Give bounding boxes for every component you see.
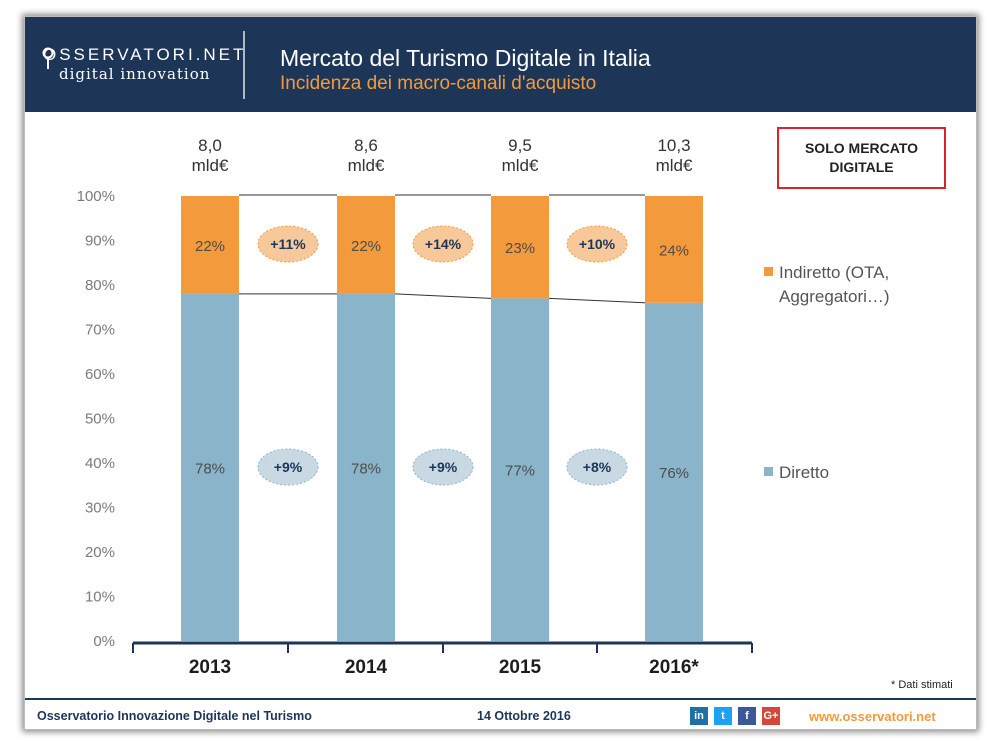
legend-label-indiretto-line2: Aggregatori…) [779, 287, 890, 306]
badge-line-1: SOLO MERCATO [804, 140, 919, 156]
y-tick-label: 10% [85, 589, 115, 606]
header-divider [243, 31, 245, 99]
growth-bubble-indiretto [566, 225, 628, 263]
linkedin-icon[interactable]: in [690, 707, 708, 725]
page-subtitle: Incidenza dei macro-canali d'acquisto [280, 73, 597, 94]
legend-swatch-diretto [764, 467, 773, 476]
total-value-label: 9,5 [508, 136, 532, 155]
growth-bubble-indiretto [257, 225, 319, 263]
data-label-indiretto: 24% [659, 242, 689, 259]
bar-diretto [181, 293, 239, 641]
y-tick-label: 80% [85, 277, 115, 294]
facebook-icon[interactable]: f [738, 707, 756, 725]
growth-label-diretto: +9% [274, 459, 303, 475]
x-category-label: 2015 [499, 657, 542, 678]
badge-line-2: DIGITALE [829, 159, 894, 175]
estimate-note: * Dati stimati [891, 679, 953, 691]
footer-url-link[interactable]: www.osservatori.net [809, 709, 936, 724]
growth-label-diretto: +9% [429, 459, 458, 475]
y-tick-label: 30% [85, 500, 115, 517]
bar-indiretto [645, 196, 703, 303]
x-category-label: 2013 [189, 657, 231, 678]
bar-indiretto [181, 196, 239, 294]
page-title: Mercato del Turismo Digitale in Italia [280, 45, 651, 71]
y-tick-label: 0% [93, 633, 115, 650]
footer-date: 14 Ottobre 2016 [477, 709, 571, 723]
y-tick-label: 40% [85, 455, 115, 472]
total-value-label: 8,0 [198, 136, 222, 155]
y-tick-label: 70% [85, 322, 115, 339]
footer-source: Osservatorio Innovazione Digitale nel Tu… [37, 709, 312, 723]
data-label-indiretto: 22% [195, 238, 225, 255]
y-tick-label: 60% [85, 366, 115, 383]
data-label-indiretto: 22% [351, 238, 381, 255]
growth-bubble-indiretto [412, 225, 474, 263]
data-label-diretto: 77% [505, 463, 535, 480]
data-label-diretto: 78% [351, 460, 381, 477]
x-category-label: 2016* [649, 657, 699, 678]
total-unit-label: mld€ [502, 156, 539, 175]
data-label-diretto: 78% [195, 460, 225, 477]
y-tick-label: 50% [85, 411, 115, 428]
growth-label-indiretto: +14% [425, 236, 462, 252]
total-unit-label: mld€ [192, 156, 229, 175]
data-label-indiretto: 23% [505, 240, 535, 257]
legend-label-indiretto-line1: Indiretto (OTA, [779, 263, 889, 282]
growth-label-indiretto: +11% [270, 236, 306, 252]
connector-line-mid [548, 297, 646, 304]
growth-label-diretto: +8% [583, 459, 612, 475]
total-unit-label: mld€ [348, 156, 385, 175]
bar-indiretto [491, 196, 549, 299]
y-tick-label: 20% [85, 544, 115, 561]
legend-label-diretto: Diretto [779, 463, 829, 482]
header-banner: OSSERVATORI.NET digital innovation Merca… [25, 17, 976, 112]
y-tick-label: 90% [85, 233, 115, 250]
legend-swatch-indiretto [764, 267, 773, 276]
growth-bubble-diretto [412, 448, 474, 486]
bar-diretto [645, 302, 703, 641]
bar-diretto [491, 298, 549, 641]
logo-tagline: digital innovation [59, 65, 211, 83]
connector-line-mid [394, 293, 492, 299]
total-value-label: 8,6 [354, 136, 378, 155]
total-value-label: 10,3 [657, 136, 690, 155]
x-category-label: 2014 [345, 657, 388, 678]
pin-icon [42, 47, 54, 69]
footer-divider [25, 698, 976, 700]
data-label-diretto: 76% [659, 465, 689, 482]
growth-bubble-diretto [566, 448, 628, 486]
bar-indiretto [337, 196, 395, 294]
google-plus-icon[interactable]: G+ [762, 707, 780, 725]
twitter-icon[interactable]: t [714, 707, 732, 725]
market-scope-badge: SOLO MERCATO DIGITALE [777, 127, 946, 189]
logo-text: OSSERVATORI.NET [43, 45, 247, 64]
total-unit-label: mld€ [656, 156, 693, 175]
growth-label-indiretto: +10% [579, 236, 616, 252]
y-tick-label: 100% [77, 188, 115, 205]
growth-bubble-diretto [257, 448, 319, 486]
bar-diretto [337, 293, 395, 641]
